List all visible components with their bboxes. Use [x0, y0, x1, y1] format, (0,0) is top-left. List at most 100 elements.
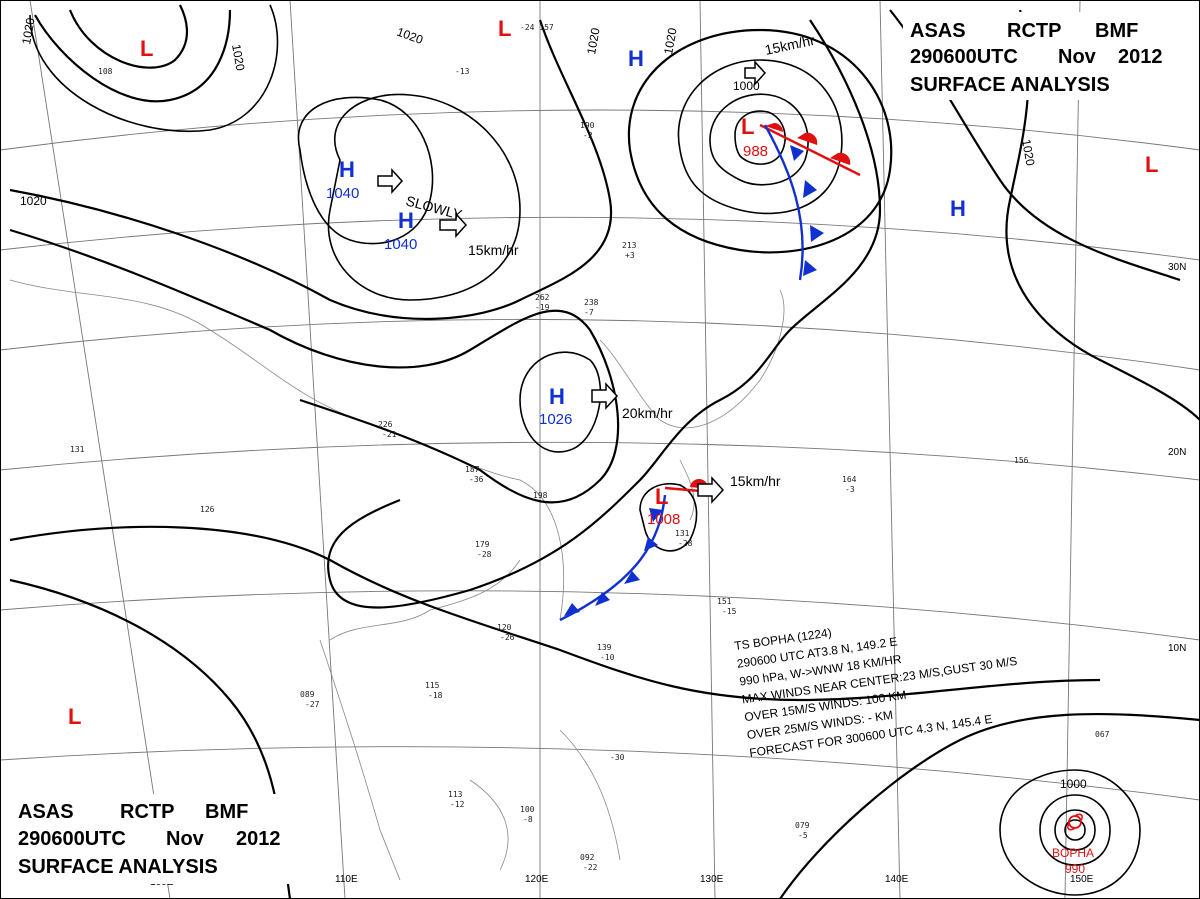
- high-center-marker: H: [549, 384, 565, 409]
- svg-text:-24 157: -24 157: [520, 23, 554, 32]
- high-center-marker: H: [628, 46, 644, 71]
- svg-text:079: 079: [795, 821, 810, 830]
- svg-text:-12: -12: [450, 800, 465, 809]
- header-top: ASAS RCTP BMF 290600UTC Nov 2012 SURFACE…: [903, 12, 1169, 100]
- svg-text:130E: 130E: [700, 874, 724, 885]
- svg-text:110E: 110E: [335, 874, 358, 885]
- svg-text:RCTP: RCTP: [1007, 20, 1061, 42]
- svg-text:-15: -15: [722, 607, 737, 616]
- svg-text:+3: +3: [625, 251, 635, 260]
- svg-text:1020: 1020: [20, 194, 47, 208]
- svg-text:089: 089: [300, 690, 315, 699]
- svg-text:-21: -21: [382, 430, 397, 439]
- svg-text:-28: -28: [678, 539, 693, 548]
- svg-text:198: 198: [533, 491, 548, 500]
- high-center-value: 1040: [326, 185, 359, 202]
- svg-text:126: 126: [200, 505, 215, 514]
- svg-text:067: 067: [1095, 730, 1110, 739]
- svg-text:20km/hr: 20km/hr: [622, 405, 673, 421]
- fronts: [559, 123, 861, 622]
- svg-text:150E: 150E: [1070, 874, 1094, 885]
- svg-text:139: 139: [597, 643, 612, 652]
- svg-text:-13: -13: [455, 67, 470, 76]
- svg-text:10N: 10N: [1168, 643, 1186, 654]
- low-center-value: 988: [743, 143, 768, 160]
- svg-text:-2: -2: [583, 131, 593, 140]
- low-center-marker: L: [140, 36, 153, 61]
- low-center-marker: L: [498, 16, 511, 41]
- svg-text:1020: 1020: [661, 26, 679, 55]
- svg-text:15km/hr: 15km/hr: [730, 473, 781, 489]
- isobars: [9, 4, 1200, 899]
- high-center-marker: H: [339, 157, 355, 182]
- svg-text:20N: 20N: [1168, 447, 1186, 458]
- station-plots: -24 157 108 -13 190 -2 213 +3 262 -19 23…: [70, 23, 1110, 872]
- pressure-centers: H 1040 H 1040 H 1026 L 988 L 1008 H H L …: [68, 16, 1158, 729]
- high-center-marker: H: [950, 196, 966, 221]
- svg-text:Nov: Nov: [1058, 46, 1097, 68]
- svg-text:-27: -27: [305, 700, 320, 709]
- svg-text:-3: -3: [845, 485, 855, 494]
- svg-text:-5: -5: [798, 831, 808, 840]
- svg-text:SURFACE ANALYSIS: SURFACE ANALYSIS: [18, 856, 218, 878]
- high-center-value: 1040: [384, 236, 417, 253]
- isobar-labels: 1020 1020 1020 1020 1020 1020 1000 1020 …: [19, 16, 1087, 791]
- svg-text:1020: 1020: [395, 25, 425, 47]
- low-center-marker: L: [1145, 152, 1158, 177]
- svg-text:RCTP: RCTP: [120, 801, 174, 823]
- svg-text:-22: -22: [583, 863, 598, 872]
- svg-text:131: 131: [70, 445, 85, 454]
- svg-text:BMF: BMF: [1095, 20, 1138, 42]
- low-center-marker: L: [655, 484, 668, 509]
- svg-text:131: 131: [675, 529, 690, 538]
- graticule-labels: 30N 20N 10N 100E 110E 120E 130E 140E 150…: [150, 262, 1186, 888]
- svg-text:179: 179: [475, 540, 490, 549]
- svg-text:-8: -8: [523, 815, 533, 824]
- svg-text:113: 113: [448, 790, 463, 799]
- svg-text:262: 262: [535, 293, 550, 302]
- svg-text:1000: 1000: [733, 79, 760, 93]
- svg-text:164: 164: [842, 475, 857, 484]
- svg-text:238: 238: [584, 298, 599, 307]
- svg-text:120E: 120E: [525, 874, 549, 885]
- high-center-marker: H: [398, 208, 414, 233]
- svg-text:1020: 1020: [1019, 138, 1037, 167]
- typhoon-name: BOPHA: [1052, 846, 1094, 860]
- typhoon-symbol: [1067, 813, 1083, 831]
- svg-text:1020: 1020: [19, 16, 37, 45]
- svg-text:30N: 30N: [1168, 262, 1186, 273]
- svg-text:Nov: Nov: [166, 828, 205, 850]
- svg-text:187: 187: [465, 465, 480, 474]
- svg-text:092: 092: [580, 853, 595, 862]
- high-center-value: 1026: [539, 411, 572, 428]
- header-bottom: ASAS RCTP BMF 290600UTC Nov 2012 SURFACE…: [12, 794, 292, 884]
- svg-text:1000: 1000: [1060, 777, 1087, 791]
- svg-text:108: 108: [98, 67, 113, 76]
- svg-text:190: 190: [580, 121, 595, 130]
- typhoon-info: TS BOPHA (1224) 290600 UTC AT3.8 N, 149.…: [733, 625, 1018, 759]
- svg-text:-18: -18: [428, 691, 443, 700]
- svg-text:151: 151: [717, 597, 732, 606]
- svg-text:15km/hr: 15km/hr: [763, 32, 816, 58]
- low-center-marker: L: [68, 704, 81, 729]
- svg-text:156: 156: [1014, 456, 1029, 465]
- svg-text:-28: -28: [477, 550, 492, 559]
- svg-text:-30: -30: [610, 753, 625, 762]
- svg-text:1020: 1020: [229, 43, 247, 72]
- movement-labels: SLOWLY 15km/hr 20km/hr 15km/hr 15km/hr: [404, 32, 816, 489]
- svg-text:290600UTC: 290600UTC: [910, 46, 1018, 68]
- svg-text:-26: -26: [500, 633, 515, 642]
- svg-text:120: 120: [497, 623, 512, 632]
- svg-text:290600UTC: 290600UTC: [18, 828, 126, 850]
- movement-arrows: [377, 60, 767, 504]
- low-center-value: 1008: [647, 511, 680, 528]
- svg-text:2012: 2012: [1118, 46, 1163, 68]
- typhoon-pressure: 990: [1065, 862, 1085, 876]
- svg-text:-10: -10: [600, 653, 615, 662]
- coastlines: [9, 279, 785, 881]
- svg-text:-36: -36: [469, 475, 484, 484]
- low-center-marker: L: [741, 114, 754, 139]
